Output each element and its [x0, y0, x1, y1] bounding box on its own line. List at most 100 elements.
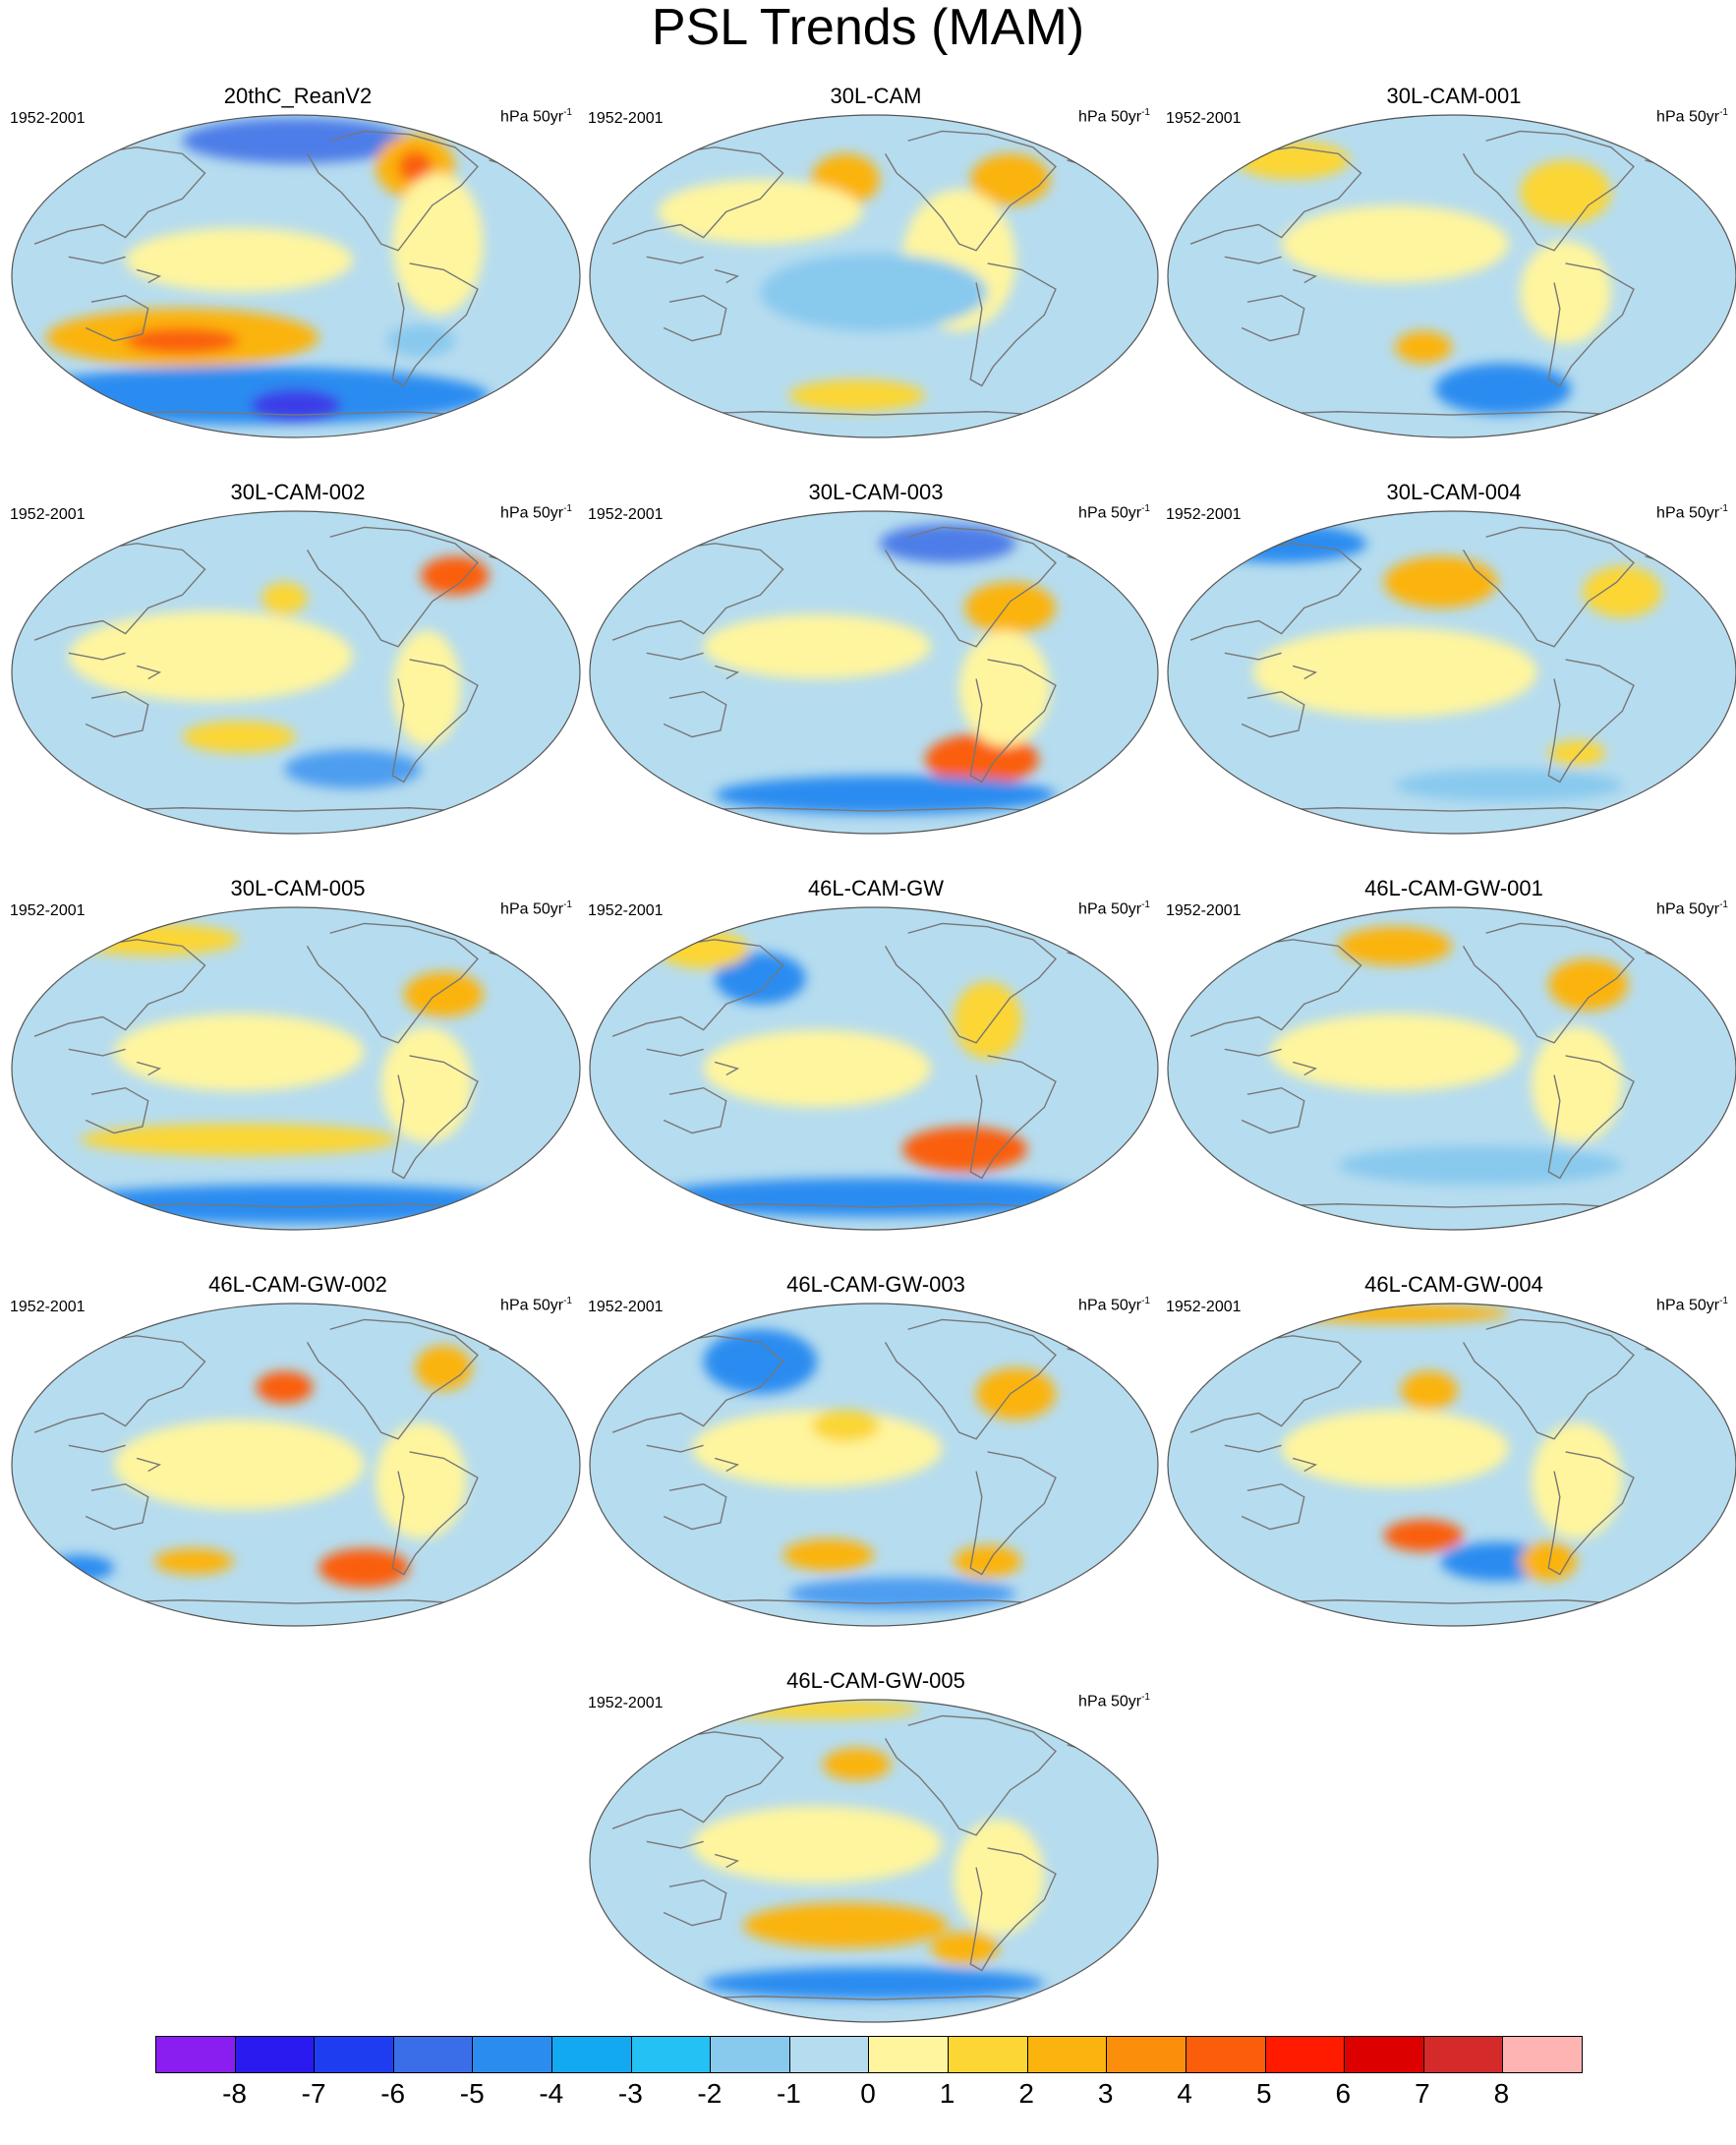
coastline — [306, 526, 479, 648]
trend-contour — [703, 1967, 1045, 2000]
map-plot — [589, 114, 1159, 438]
coastline — [68, 652, 126, 661]
trend-contour — [318, 1548, 410, 1588]
coastline — [391, 659, 479, 783]
map-panel: 30L-CAM-004 1952-2001 hPa 50yr-1 — [1166, 480, 1736, 836]
coastline — [136, 665, 162, 680]
trend-contour — [1548, 739, 1606, 767]
coastline — [1224, 652, 1282, 661]
units-exponent: -1 — [1141, 107, 1150, 118]
panel-units-label: hPa 50yr-1 — [500, 103, 572, 127]
coastline — [714, 665, 740, 680]
trend-contour — [1531, 1026, 1623, 1143]
coastline — [68, 256, 126, 264]
units-exponent: -1 — [1719, 1296, 1728, 1306]
trend-contour — [958, 630, 1051, 747]
panel-title: 30L-CAM-005 — [230, 876, 366, 900]
units-exponent: -1 — [563, 503, 572, 514]
trend-contour — [1270, 1014, 1521, 1091]
panel-period-label: 1952-2001 — [1166, 110, 1242, 127]
map-plot — [11, 510, 581, 835]
coastline — [1462, 922, 1635, 1044]
trend-contour — [703, 613, 931, 679]
panel-units-label: hPa 50yr-1 — [1656, 499, 1728, 523]
trend-contour — [1520, 1541, 1578, 1582]
colorbar-tick-label: 0 — [860, 2078, 876, 2109]
coastline — [969, 262, 1057, 387]
trend-contour — [398, 150, 433, 183]
coastline — [136, 1061, 162, 1076]
trend-contour — [788, 1577, 1016, 1610]
panel-title: 30L-CAM-004 — [1386, 480, 1522, 504]
map-panel: 46L-CAM-GW-005 1952-2001 hPa 50yr-1 — [588, 1668, 1164, 2024]
coastline — [306, 130, 479, 252]
trend-contour — [392, 173, 484, 316]
colorbar-box — [1107, 2037, 1186, 2072]
panel-period-label: 1952-2001 — [588, 506, 664, 523]
trend-contour — [80, 1123, 399, 1156]
trend-contour — [1383, 1519, 1464, 1552]
trend-contour — [976, 1367, 1056, 1420]
panel-title: 30L-CAM-001 — [1386, 84, 1522, 108]
coastline — [663, 1879, 727, 1927]
map-frame — [11, 114, 581, 438]
coastline — [714, 1457, 740, 1473]
map-frame — [1167, 114, 1736, 438]
units-base: hPa 50yr — [500, 900, 564, 918]
coastline — [969, 1847, 1057, 1972]
colorbar — [155, 2036, 1583, 2073]
trend-contour — [930, 1932, 1000, 1964]
colorbar-box — [1423, 2037, 1504, 2072]
coastline — [1224, 1444, 1282, 1453]
map-frame — [1167, 906, 1736, 1231]
trend-contour — [658, 179, 863, 245]
panel-units-label: hPa 50yr-1 — [1078, 1688, 1150, 1711]
coastline — [306, 922, 479, 1044]
panel-period-label: 1952-2001 — [1166, 1299, 1242, 1315]
colorbar-box — [473, 2037, 553, 2072]
coastline — [489, 925, 525, 960]
trend-contour — [1520, 240, 1611, 344]
trend-contour — [811, 1410, 880, 1443]
coastline — [1547, 1055, 1635, 1180]
colorbar-tick-label: 7 — [1415, 2078, 1430, 2109]
trend-contour — [1400, 1370, 1458, 1411]
trend-contour — [1395, 769, 1623, 802]
coastline — [1645, 1321, 1681, 1357]
coastline — [969, 1055, 1057, 1180]
colorbar-box — [1027, 2037, 1108, 2072]
map-plot — [1167, 906, 1736, 1231]
colorbar-box — [315, 2037, 394, 2072]
units-exponent: -1 — [1719, 107, 1728, 118]
colorbar-tick-label: -8 — [222, 2078, 247, 2109]
coastline — [1241, 1086, 1305, 1134]
coastline — [1292, 1457, 1318, 1473]
map-plot — [1167, 510, 1736, 835]
trend-contour — [760, 254, 988, 331]
trend-contour — [256, 1370, 314, 1404]
coastline — [714, 268, 740, 284]
coastline — [136, 1457, 162, 1473]
trend-contour — [415, 1345, 473, 1391]
coastline — [489, 529, 525, 564]
map-frame — [589, 1699, 1159, 2023]
units-base: hPa 50yr — [1656, 900, 1720, 918]
trend-contour — [692, 1410, 943, 1487]
colorbar-box — [156, 2037, 236, 2072]
colorbar-box — [1345, 2037, 1424, 2072]
trend-contour — [45, 1185, 547, 1224]
colorbar-labels: -8 -7 -6 -5 -4 -3 -2 -1 0 1 2 3 4 5 6 7 8 — [155, 2076, 1581, 2116]
trend-contour — [964, 582, 1056, 634]
map-panel: 46L-CAM-GW 1952-2001 hPa 50yr-1 — [588, 876, 1164, 1232]
units-exponent: -1 — [563, 107, 572, 118]
coastline — [663, 690, 727, 738]
panel-units-label: hPa 50yr-1 — [1656, 1292, 1728, 1315]
colorbar-box — [631, 2037, 712, 2072]
colorbar-box — [711, 2037, 790, 2072]
colorbar-box — [869, 2037, 950, 2072]
units-base: hPa 50yr — [1078, 504, 1142, 522]
trend-contour — [953, 1819, 1045, 1936]
panel-units-label: hPa 50yr-1 — [1078, 896, 1150, 919]
colorbar-tick-label: -6 — [380, 2078, 406, 2109]
trend-contour — [743, 1902, 949, 1948]
